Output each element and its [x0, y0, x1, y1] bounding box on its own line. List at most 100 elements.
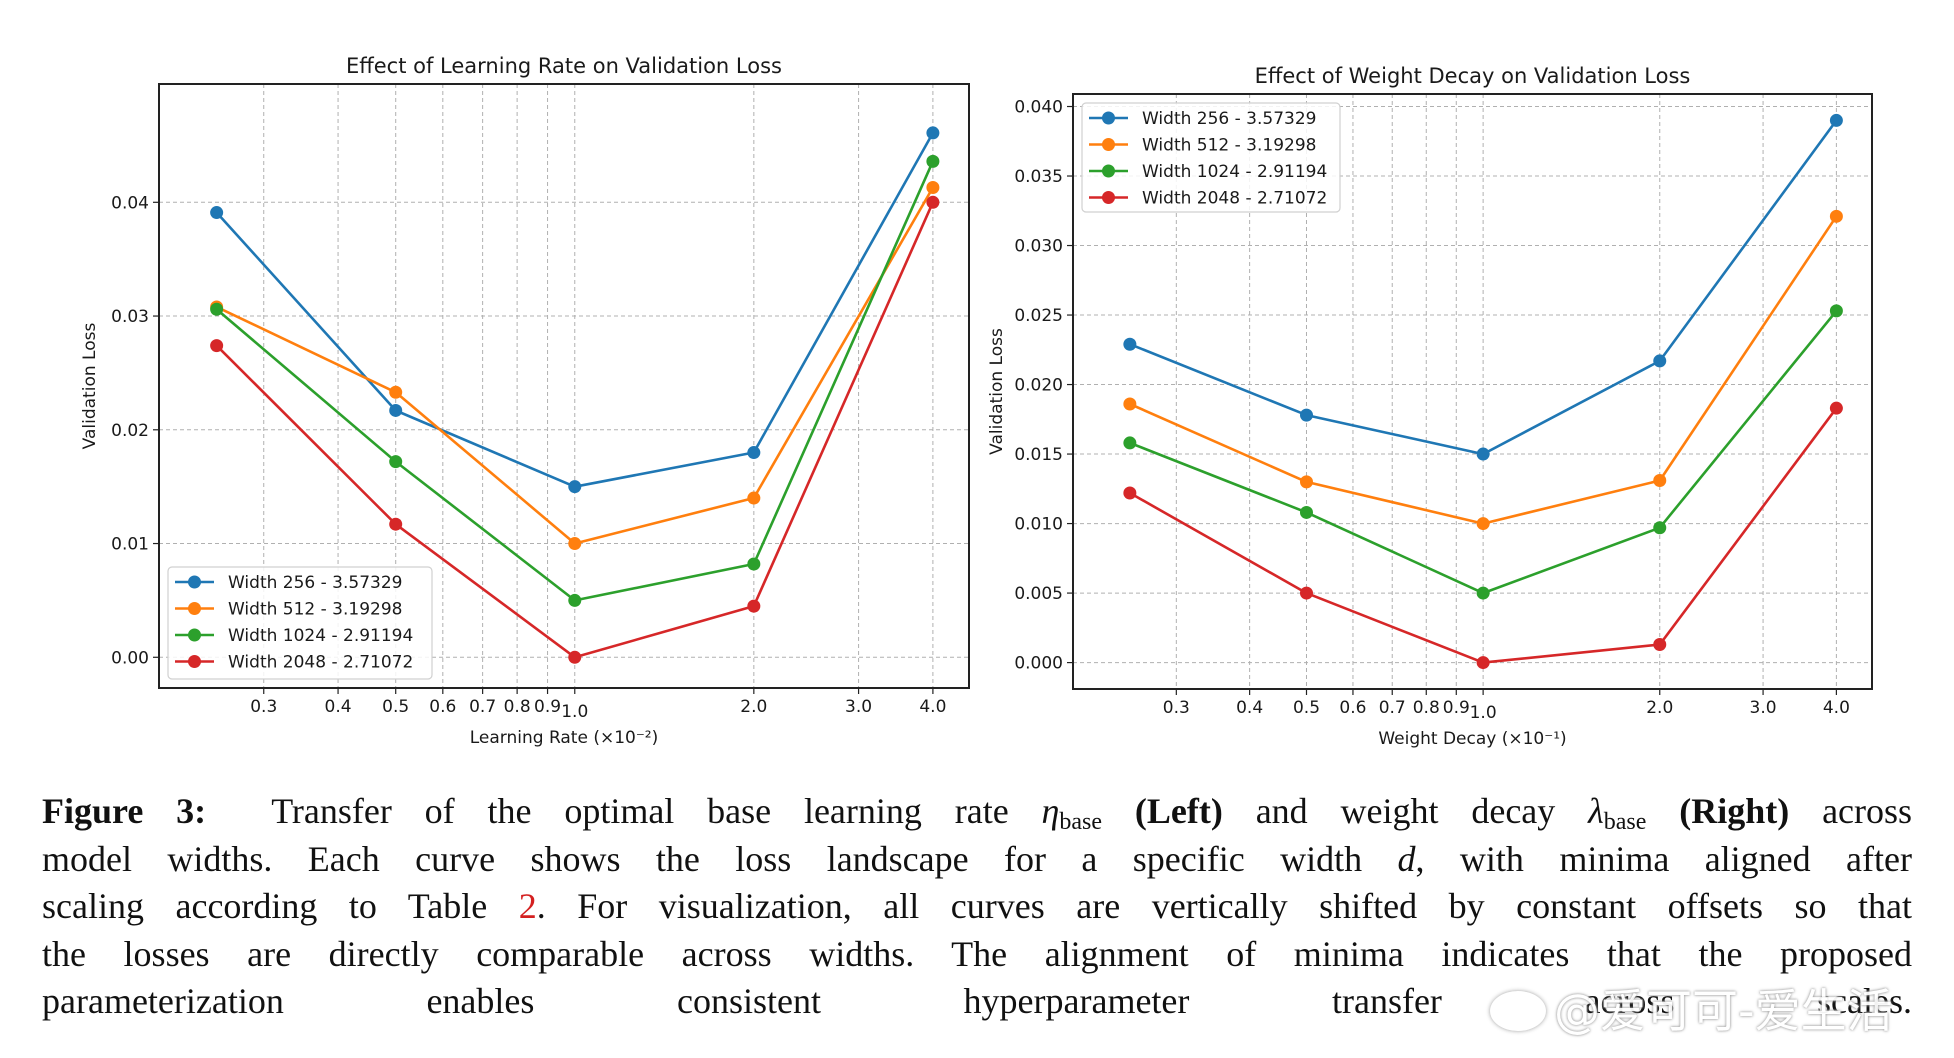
y-tick-label: 0.030	[1014, 237, 1063, 257]
legend-label: Width 256 - 3.57329	[1142, 109, 1316, 129]
y-tick-label: 0.010	[1014, 515, 1063, 535]
x-tick-label: 2.0	[740, 697, 767, 717]
data-point	[1829, 209, 1843, 223]
lambda-symbol: λ	[1588, 791, 1604, 831]
data-point	[568, 480, 582, 494]
y-tick-label: 0.03	[111, 307, 149, 327]
legend-item: Width 2048 - 2.71072	[1089, 189, 1327, 209]
legend-dot-marker	[188, 575, 201, 589]
data-point	[1653, 638, 1667, 652]
y-tick-label: 0.015	[1014, 445, 1063, 465]
y-tick-label: 0.035	[1014, 167, 1063, 187]
y-tick-label: 0.025	[1014, 306, 1063, 326]
data-point	[1299, 475, 1313, 489]
y-tick-label: 0.005	[1014, 584, 1063, 604]
data-point	[1653, 473, 1667, 487]
watermark: @爱可可-爱生活	[1490, 975, 1893, 1041]
weibo-logo-icon	[1490, 991, 1546, 1031]
x-tick-label: 3.0	[845, 697, 872, 717]
x-tick-label: 0.9	[1443, 698, 1470, 718]
x-tick-label: 0.4	[325, 697, 352, 717]
legend-item: Width 512 - 3.19298	[1089, 136, 1316, 156]
data-point	[747, 446, 761, 460]
chart-title: Effect of Learning Rate on Validation Lo…	[346, 54, 782, 78]
legend-box	[167, 566, 433, 680]
legend-item: Width 1024 - 2.91194	[175, 626, 413, 646]
legend-label: Width 1024 - 2.91194	[1142, 162, 1327, 182]
x-tick-label: 0.9	[534, 697, 561, 717]
x-axis-label: Learning Rate (×10⁻²)	[470, 728, 659, 748]
legend-dot-marker	[1102, 138, 1115, 151]
legend-label: Width 256 - 3.57329	[228, 573, 402, 593]
x-tick-label: 0.8	[504, 697, 531, 717]
eta-symbol: η	[1041, 791, 1060, 831]
data-point	[568, 593, 582, 607]
legend-dot-marker	[1102, 191, 1115, 204]
chart-weight-decay: 0.3 0.4 0.5 0.6 0.7 0.8 0.9 1.0 2.0 3.0 4.0 0.000 0.…	[987, 64, 1873, 749]
y-tick-label: 0.020	[1014, 376, 1063, 396]
x-tick-label: 4.0	[919, 697, 946, 717]
x-tick-label: 0.5	[382, 697, 409, 717]
data-point	[1476, 656, 1490, 670]
data-point	[926, 195, 940, 209]
caption-line-1: Figure 3: Transfer of the optimal base l…	[42, 791, 1913, 835]
x-tick-label: 0.5	[1293, 698, 1320, 718]
y-axis-label: Validation Loss	[80, 323, 100, 450]
x-tick-label: 0.8	[1413, 698, 1440, 718]
caption-line-5: parameterization enables consistent hype…	[42, 981, 1912, 1021]
legend-dot-marker	[188, 655, 201, 668]
data-point	[389, 385, 403, 399]
data-point	[210, 339, 224, 353]
table-reference-link[interactable]: 2	[518, 886, 537, 926]
data-point	[747, 557, 761, 571]
data-point	[389, 403, 403, 417]
data-point	[1123, 397, 1137, 411]
data-point	[210, 302, 224, 316]
legend-item: Width 2048 - 2.71072	[175, 653, 413, 673]
data-point	[1299, 408, 1313, 422]
data-point	[1653, 354, 1667, 368]
legend: Width 256 - 3.57329 Width 512 - 3.19298 Wi…	[167, 566, 433, 680]
data-point	[1476, 586, 1490, 600]
data-point	[1123, 486, 1137, 500]
y-tick-label: 0.000	[1014, 654, 1063, 674]
x-tick-label: 3.0	[1750, 698, 1777, 718]
legend-item: Width 1024 - 2.91194	[1089, 162, 1327, 182]
legend-label: Width 512 - 3.19298	[1142, 136, 1316, 156]
data-point	[926, 154, 940, 168]
legend-item: Width 256 - 3.57329	[175, 573, 402, 593]
legend-dot-marker	[1102, 111, 1115, 125]
data-point	[1829, 304, 1843, 318]
figure-label: Figure 3:	[42, 791, 207, 831]
data-point	[1476, 517, 1490, 531]
data-point	[1299, 505, 1313, 519]
data-point	[1299, 586, 1313, 600]
y-tick-label: 0.01	[111, 535, 149, 555]
data-point	[1829, 401, 1843, 415]
x-tick-label: 2.0	[1646, 698, 1673, 718]
legend-label: Width 1024 - 2.91194	[228, 626, 413, 646]
y-axis-label: Validation Loss	[987, 328, 1007, 455]
chart-title: Effect of Weight Decay on Validation Los…	[1255, 64, 1691, 88]
x-tick-label: 0.6	[429, 697, 456, 717]
data-point	[747, 599, 761, 613]
data-point	[389, 455, 403, 469]
axes-frame	[158, 83, 970, 689]
x-tick-label: 1.0	[561, 702, 588, 722]
data-point	[210, 206, 224, 220]
x-tick-label: 0.4	[1236, 698, 1263, 718]
caption-line-3: scaling according to Table 2. For visual…	[42, 886, 1912, 926]
data-point	[1123, 436, 1137, 450]
y-tick-label: 0.00	[111, 648, 149, 668]
axes-frame	[1072, 93, 1873, 690]
y-tick-label: 0.02	[111, 421, 149, 441]
data-point	[568, 650, 582, 664]
x-tick-label: 0.7	[469, 697, 496, 717]
data-point	[1653, 521, 1667, 535]
x-axis-label: Weight Decay (×10⁻¹)	[1378, 729, 1566, 749]
data-point	[747, 491, 761, 505]
data-point	[926, 126, 940, 140]
legend-dot-marker	[188, 602, 201, 615]
data-point	[926, 181, 940, 195]
x-tick-label: 0.6	[1339, 698, 1366, 718]
